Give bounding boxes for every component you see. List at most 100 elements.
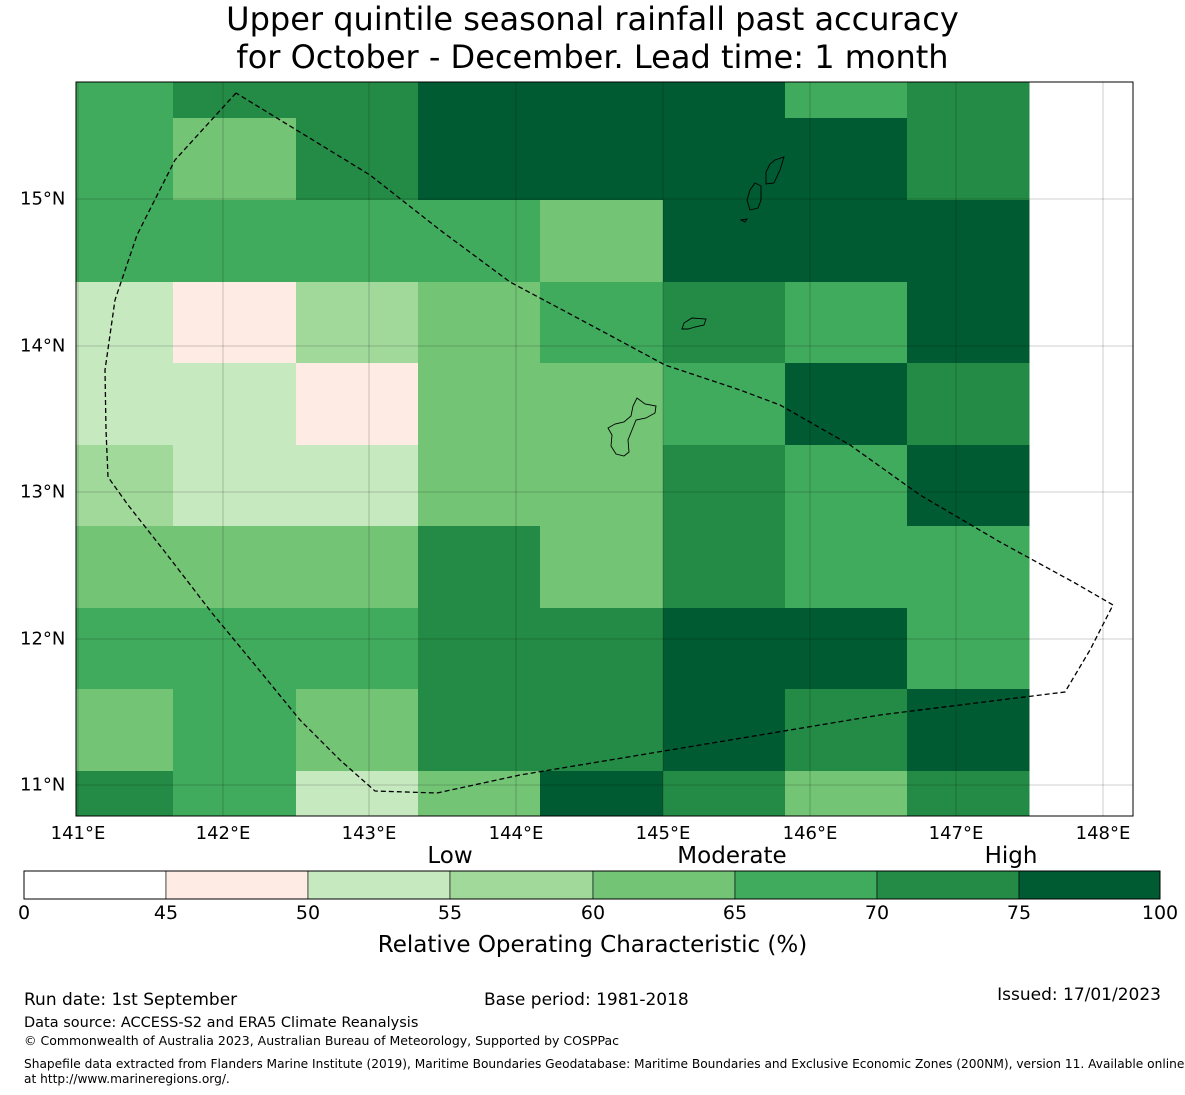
- colorbar-tick: 0: [17, 902, 31, 924]
- grid-cell: [296, 200, 419, 283]
- grid-cell: [663, 526, 786, 609]
- grid-cell: [663, 118, 786, 201]
- y-tick: 14°N: [20, 335, 66, 357]
- base-period: Base period: 1981-2018: [484, 990, 689, 1010]
- grid-cell: [296, 689, 419, 772]
- grid-cell: [907, 526, 1030, 609]
- grid-cell: [296, 771, 419, 817]
- shapefile-url: at http://www.marineregions.org/.: [24, 1072, 230, 1086]
- grid-cell: [540, 771, 664, 817]
- island-saipan: [765, 156, 785, 185]
- grid-cell: [296, 363, 419, 446]
- x-tick: 144°E: [488, 823, 544, 844]
- colorbar-tick: 45: [153, 902, 179, 924]
- colorbar-swatch: [876, 870, 1020, 900]
- grid-cell: [418, 526, 541, 609]
- grid-cell: [663, 82, 786, 119]
- lat-lon-gridlines: [76, 82, 1133, 816]
- colorbar-swatch: [165, 870, 309, 900]
- y-tick: 12°N: [20, 628, 66, 650]
- grid-cell: [540, 282, 664, 364]
- grid-cell: [785, 363, 908, 446]
- data-source: Data source: ACCESS-S2 and ERA5 Climate …: [24, 1015, 419, 1031]
- island-rota: [681, 317, 707, 330]
- grid-cell: [296, 608, 419, 690]
- grid-cell: [418, 363, 541, 446]
- grid-cell: [173, 200, 297, 283]
- grid-cell: [785, 445, 908, 527]
- grid-cell: [540, 118, 664, 201]
- grid-cell: [540, 82, 664, 119]
- grid-cell: [173, 118, 297, 201]
- category-high: High: [984, 843, 1038, 869]
- grid-cell: [296, 118, 419, 201]
- grid-cell: [418, 608, 541, 690]
- grid-cell: [663, 608, 786, 690]
- colorbar-tick: 55: [437, 902, 463, 924]
- grid-cell: [296, 526, 419, 609]
- colorbar-swatch: [592, 870, 736, 900]
- colorbar-tick: 100: [1141, 902, 1179, 924]
- colorbar-frame: [23, 870, 1161, 900]
- x-tick: 142°E: [195, 823, 251, 844]
- x-tick: 145°E: [635, 823, 691, 844]
- grid-cell: [76, 689, 174, 772]
- grid-cell: [540, 363, 664, 446]
- grid-cell: [907, 689, 1030, 772]
- grid-cell: [76, 200, 174, 283]
- grid-cell: [173, 771, 297, 817]
- grid-cell: [663, 200, 786, 283]
- grid-cell: [418, 82, 541, 119]
- colorbar-tick: 50: [295, 902, 321, 924]
- grid-cell: [76, 526, 174, 609]
- grid-cell: [907, 445, 1030, 527]
- grid-cell: [173, 82, 297, 119]
- grid-cell: [76, 282, 174, 364]
- grid-cell: [173, 363, 297, 446]
- grid-cell: [76, 771, 174, 817]
- grid-cell: [173, 445, 297, 527]
- grid-cell: [540, 200, 664, 283]
- colorbar-swatch: [734, 870, 878, 900]
- shapefile-note: Shapefile data extracted from Flanders M…: [24, 1057, 1185, 1071]
- colorbar-tick: 70: [864, 902, 890, 924]
- grid-cell: [907, 200, 1030, 283]
- grid-cell: [173, 689, 297, 772]
- x-tick: 141°E: [50, 823, 106, 844]
- grid-cell: [540, 608, 664, 690]
- chart-title: Upper quintile seasonal rainfall past ac…: [0, 0, 1185, 76]
- grid-cell: [785, 82, 908, 119]
- grid-cell: [663, 771, 786, 817]
- grid-cell: [540, 526, 664, 609]
- grid-cell: [418, 689, 541, 772]
- x-tick: 143°E: [341, 823, 397, 844]
- grid-cell: [785, 689, 908, 772]
- grid-cell: [907, 608, 1030, 690]
- grid-cell: [418, 118, 541, 201]
- colorbar: [23, 870, 1161, 900]
- grid-cell: [907, 82, 1030, 119]
- y-tick: 15°N: [20, 188, 66, 210]
- colorbar-tick: 60: [580, 902, 606, 924]
- copyright: © Commonwealth of Australia 2023, Austra…: [24, 1033, 619, 1048]
- grid-cell: [785, 526, 908, 609]
- x-tick: 148°E: [1075, 823, 1131, 844]
- colorbar-tick: 65: [722, 902, 748, 924]
- colorbar-swatch: [307, 870, 451, 900]
- grid-cell: [418, 445, 541, 527]
- grid-cell: [76, 82, 174, 119]
- category-low: Low: [427, 843, 473, 869]
- map-frame: [75, 81, 1134, 817]
- y-tick: 13°N: [20, 481, 66, 503]
- grid-cell: [418, 282, 541, 364]
- grid-cell: [76, 445, 174, 527]
- run-date: Run date: 1st September: [24, 990, 238, 1010]
- grid-cell: [785, 118, 908, 201]
- grid-cell: [663, 363, 786, 446]
- title-line-2: for October - December. Lead time: 1 mon…: [236, 38, 949, 76]
- issued-date: Issued: 17/01/2023: [997, 985, 1161, 1005]
- grid-cell: [296, 282, 419, 364]
- islands: [607, 156, 785, 457]
- grid-cell: [296, 445, 419, 527]
- grid-cell: [907, 118, 1030, 201]
